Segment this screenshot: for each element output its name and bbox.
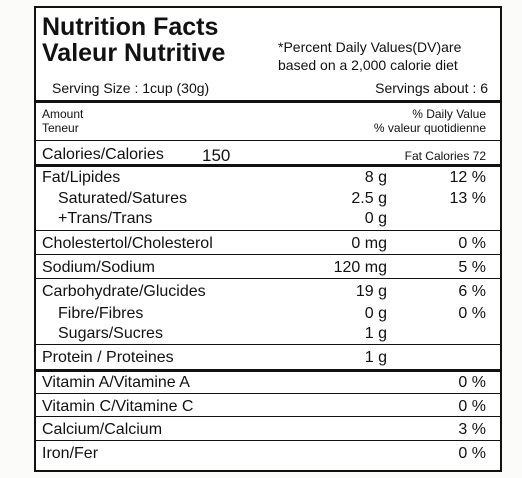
divider <box>36 278 500 279</box>
amount-en: Amount <box>42 107 84 121</box>
nutrition-label: Nutrition Facts Valeur Nutritive *Percen… <box>34 6 502 472</box>
divider <box>36 440 500 441</box>
divider <box>36 416 500 417</box>
nutrient-amount: 1 g <box>364 325 387 342</box>
servings: Servings about : 6 <box>375 80 488 96</box>
nutrient-name: Carbohydrate/Glucides <box>42 283 206 300</box>
dv-note: based on a 2,000 calorie diet <box>278 57 458 73</box>
nutrient-dv: 0 % <box>458 374 486 391</box>
nutrient-name: +Trans/Trans <box>58 210 153 227</box>
nutrient-name: Sodium/Sodium <box>42 259 155 276</box>
nutrient-name: Vitamin A/Vitamine A <box>42 374 190 391</box>
nutrient-dv: 0 % <box>458 235 486 252</box>
nutrient-dv: 13 % <box>449 190 486 207</box>
nutrient-dv: 0 % <box>458 305 486 322</box>
nutrient-name: Iron/Fer <box>42 445 99 462</box>
amount-fr: Teneur <box>42 121 79 135</box>
divider <box>36 100 500 103</box>
nutrient-amount: 0 mg <box>351 235 387 252</box>
divider <box>36 393 500 394</box>
nutrient-amount: 19 g <box>355 283 387 300</box>
nutrient-name: Sugars/Sucres <box>58 325 163 342</box>
nutrient-amount: 8 g <box>364 169 387 186</box>
calories-value: 150 <box>202 146 231 165</box>
nutrient-dv: 12 % <box>449 169 486 186</box>
nutrient-amount: 120 mg <box>333 259 387 276</box>
divider <box>36 344 500 345</box>
nutrient-dv: 3 % <box>458 421 486 438</box>
nutrient-dv: 5 % <box>458 259 486 276</box>
nutrient-amount: 2.5 g <box>351 190 387 207</box>
nutrient-dv: 0 % <box>458 445 486 462</box>
dv-fr: % valeur quotidienne <box>373 121 486 135</box>
divider <box>36 140 500 141</box>
nutrient-dv: 0 % <box>458 398 486 415</box>
divider <box>36 164 500 167</box>
nutrient-amount: 1 g <box>364 349 387 366</box>
title-fr: Valeur Nutritive <box>42 39 226 67</box>
fat-calories: Fat Calories 72 <box>404 149 486 163</box>
nutrient-name: Fibre/Fibres <box>58 305 144 322</box>
title-en: Nutrition Facts <box>42 13 219 41</box>
nutrient-name: Calcium/Calcium <box>42 421 163 438</box>
nutrient-amount: 0 g <box>364 210 387 227</box>
nutrient-name: Fat/Lipides <box>42 169 121 186</box>
nutrient-name: Vitamin C/Vitamine C <box>42 398 194 415</box>
serving-size: Serving Size : 1cup (30g) <box>52 80 210 96</box>
nutrient-dv: 6 % <box>458 283 486 300</box>
calories-label: Calories/Calories <box>42 146 164 163</box>
nutrient-name: Saturated/Satures <box>58 190 187 207</box>
nutrient-name: Protein / Proteines <box>42 349 174 366</box>
nutrient-name: Cholestertol/Cholesterol <box>42 235 213 252</box>
dv-en: % Daily Value <box>412 107 486 121</box>
divider <box>36 230 500 231</box>
nutrient-amount: 0 g <box>364 305 387 322</box>
divider <box>36 254 500 255</box>
dv-note: *Percent Daily Values(DV)are <box>278 39 462 55</box>
divider <box>36 369 500 372</box>
